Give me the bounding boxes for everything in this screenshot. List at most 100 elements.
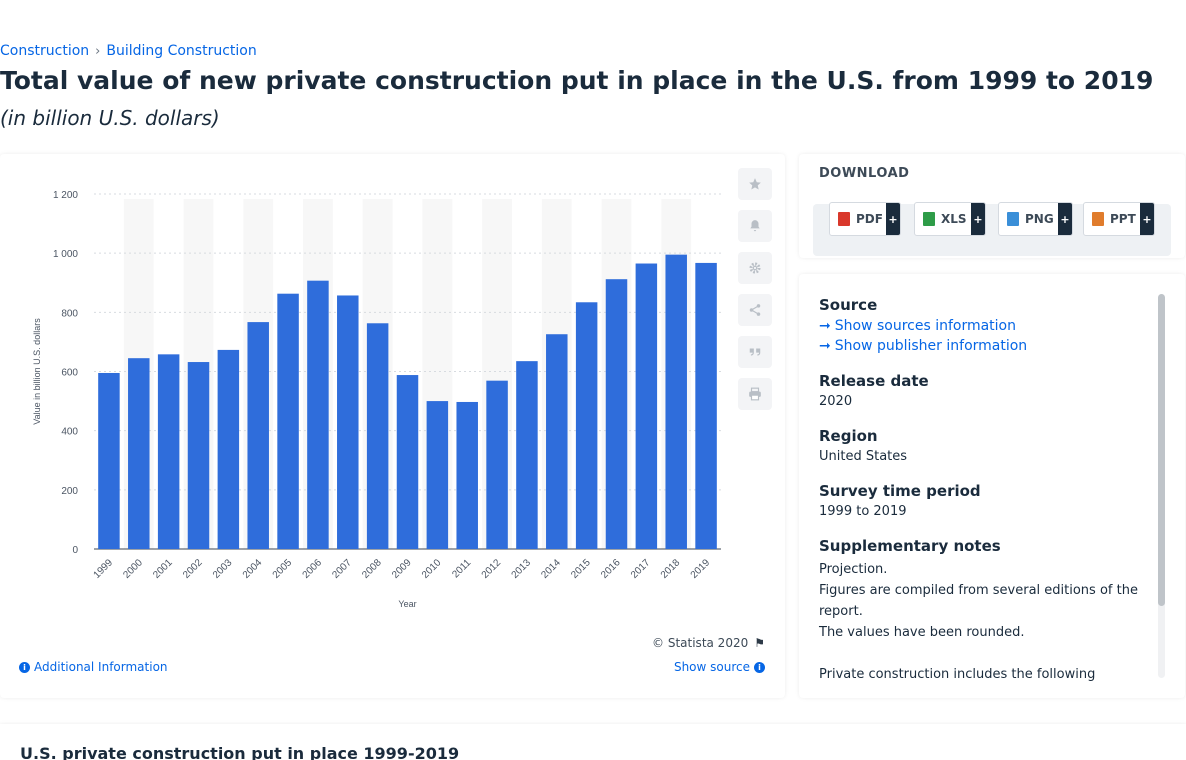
gear-icon[interactable] <box>738 252 772 284</box>
bar <box>98 372 120 549</box>
x-tick-label: 2007 <box>330 557 354 581</box>
bar <box>575 302 598 549</box>
source-scrollbar[interactable] <box>1158 294 1165 678</box>
bar <box>426 401 449 549</box>
download-buttons: PDF + XLS + PNG + PPT + <box>813 202 1171 256</box>
download-xls-label: XLS <box>941 212 967 226</box>
show-source-link[interactable]: Show source i <box>674 660 765 674</box>
show-publisher-link[interactable]: ➞ Show publisher information <box>819 338 1139 354</box>
xls-file-icon <box>923 212 935 226</box>
arrow-right-icon: ➞ <box>819 338 831 354</box>
bar <box>307 280 329 549</box>
related-statistic-card: U.S. private construction put in place 1… <box>0 724 1186 760</box>
region-heading: Region <box>819 427 878 445</box>
bar <box>546 334 568 549</box>
x-tick-label: 2001 <box>151 557 175 581</box>
supplementary-note-4: Private construction includes the follow… <box>819 667 1096 682</box>
plus-icon: + <box>1058 203 1072 235</box>
bar <box>396 375 419 549</box>
download-png-label: PNG <box>1025 212 1054 226</box>
x-tick-label: 2009 <box>390 557 414 581</box>
x-tick-label: 2003 <box>211 557 235 581</box>
bar <box>337 295 359 549</box>
copyright-text: © Statista 2020 <box>652 636 749 650</box>
bar <box>605 279 628 549</box>
bar <box>456 401 478 549</box>
quote-icon[interactable] <box>738 336 772 368</box>
breadcrumb-building-construction[interactable]: Building Construction <box>106 43 257 59</box>
bar <box>157 354 180 549</box>
download-ppt-label: PPT <box>1110 212 1136 226</box>
x-tick-label: 2014 <box>539 557 563 581</box>
show-sources-label: Show sources information <box>834 318 1016 334</box>
x-tick-label: 2006 <box>301 557 325 581</box>
show-publisher-label: Show publisher information <box>834 338 1028 354</box>
info-icon: i <box>754 661 765 673</box>
bar <box>516 361 538 549</box>
source-content: Source ➞ Show sources information ➞ Show… <box>819 296 1139 685</box>
additional-information-link[interactable]: i Additional Information <box>19 660 168 674</box>
x-axis-title: Year <box>398 599 416 609</box>
png-file-icon <box>1007 212 1019 226</box>
scrollbar-thumb[interactable] <box>1158 294 1165 606</box>
download-pdf-button[interactable]: PDF + <box>829 202 901 236</box>
x-tick-label: 2000 <box>121 557 145 581</box>
copyright-notice: © Statista 2020 ⚑ <box>652 636 765 650</box>
x-tick-label: 2012 <box>480 557 504 581</box>
x-tick-label: 2013 <box>510 557 534 581</box>
star-icon[interactable] <box>738 168 772 200</box>
download-card: DOWNLOAD PDF + XLS + PNG + PPT + <box>799 154 1185 258</box>
source-heading: Source <box>819 296 878 314</box>
survey-period-heading: Survey time period <box>819 482 981 500</box>
y-tick-label: 1 000 <box>53 249 78 260</box>
plus-icon: + <box>1140 203 1154 235</box>
region-value: United States <box>819 449 908 464</box>
x-tick-label: 2008 <box>360 557 384 581</box>
y-axis-title: Value in billion U.S. dollars <box>32 318 42 425</box>
y-tick-label: 600 <box>61 368 78 379</box>
source-panel: Source ➞ Show sources information ➞ Show… <box>799 274 1185 698</box>
x-tick-label: 2005 <box>271 557 295 581</box>
y-tick-label: 200 <box>61 486 78 497</box>
supplementary-note-2: Figures are compiled from several editio… <box>819 583 1138 619</box>
download-pdf-label: PDF <box>856 212 883 226</box>
pdf-file-icon <box>838 212 850 226</box>
bar <box>277 293 299 549</box>
download-png-button[interactable]: PNG + <box>998 202 1073 236</box>
chart-card: 0 200 400 600 800 1 000 1 200 1999 2000 2001 2002 2… <box>0 154 785 698</box>
bell-icon[interactable] <box>738 210 772 242</box>
share-icon[interactable] <box>738 294 772 326</box>
show-source-label: Show source <box>673 660 750 674</box>
y-tick-label: 0 <box>72 545 78 556</box>
supplementary-notes-heading: Supplementary notes <box>819 537 1001 555</box>
breadcrumb: Construction › Building Construction <box>0 43 257 59</box>
x-tick-label: 2016 <box>599 557 623 581</box>
release-date-heading: Release date <box>819 372 929 390</box>
bar <box>247 322 269 549</box>
bar <box>695 262 717 549</box>
related-statistic-title[interactable]: U.S. private construction put in place 1… <box>20 744 460 760</box>
breadcrumb-construction[interactable]: Construction <box>0 43 90 59</box>
print-icon[interactable] <box>738 378 772 410</box>
plus-icon: + <box>886 203 900 235</box>
info-icon: i <box>19 661 30 673</box>
download-title: DOWNLOAD <box>819 166 910 181</box>
show-sources-link[interactable]: ➞ Show sources information <box>819 318 1139 334</box>
flag-icon[interactable]: ⚑ <box>754 636 765 650</box>
download-ppt-button[interactable]: PPT + <box>1083 202 1155 236</box>
arrow-right-icon: ➞ <box>819 318 831 334</box>
y-tick-label: 400 <box>61 427 78 438</box>
x-tick-label: 2017 <box>629 557 653 581</box>
x-tick-label: 1999 <box>92 557 116 581</box>
x-tick-label: 2018 <box>659 557 683 581</box>
x-tick-label: 2002 <box>181 557 205 581</box>
plus-icon: + <box>971 203 985 235</box>
x-tick-label: 2004 <box>241 557 265 581</box>
chart-toolbar <box>738 168 772 410</box>
y-tick-label: 1 200 <box>53 190 78 201</box>
bar <box>665 254 687 549</box>
release-date-value: 2020 <box>819 394 853 409</box>
x-tick-label: 2015 <box>569 557 593 581</box>
download-xls-button[interactable]: XLS + <box>914 202 986 236</box>
